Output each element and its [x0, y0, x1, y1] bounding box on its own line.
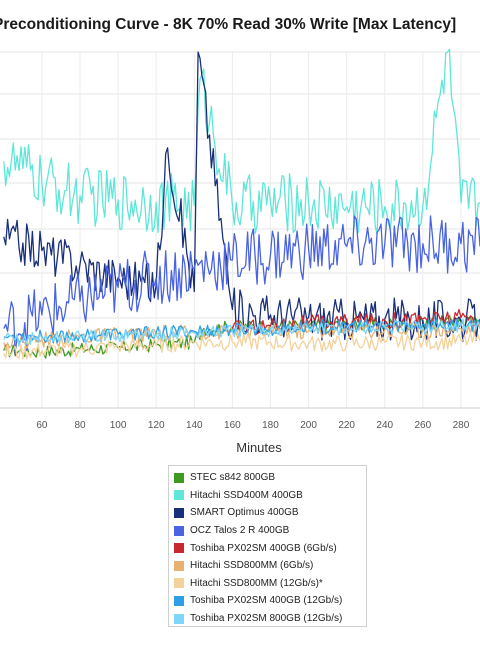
legend-swatch: [174, 543, 184, 554]
x-axis-label: Minutes: [236, 440, 282, 455]
legend-swatch: [174, 578, 184, 589]
legend-item[interactable]: SMART Optimus 400GB: [174, 504, 366, 522]
series-line-6: [3, 332, 480, 360]
x-tick-label: 280: [453, 420, 470, 431]
legend-swatch: [174, 490, 184, 501]
legend-swatch: [174, 472, 184, 483]
series-line-8: [3, 318, 480, 347]
legend-label: Hitachi SSD800MM (6Gb/s): [190, 560, 314, 572]
legend-label: Toshiba PX02SM 400GB (6Gb/s): [190, 542, 337, 554]
series-line-7: [3, 318, 480, 344]
legend-item[interactable]: Toshiba PX02SM 400GB (12Gb/s): [174, 592, 366, 610]
legend-label: Hitachi SSD800MM (12Gb/s)*: [190, 577, 323, 589]
x-tick-label: 140: [186, 420, 203, 431]
legend-label: Toshiba PX02SM 800GB (12Gb/s): [190, 613, 343, 625]
legend-label: SMART Optimus 400GB: [190, 507, 299, 519]
x-tick-label: 60: [36, 420, 48, 431]
legend-item[interactable]: Hitachi SSD800MM (12Gb/s)*: [174, 575, 366, 593]
legend-swatch: [174, 525, 184, 536]
legend-label: Hitachi SSD400M 400GB: [190, 489, 303, 501]
x-tick-label: 260: [415, 420, 432, 431]
series-line-2: [3, 51, 480, 342]
x-tick-label: 160: [224, 420, 241, 431]
x-tick-label: 180: [262, 420, 279, 431]
chart-title: Preconditioning Curve - 8K 70% Read 30% …: [0, 16, 457, 33]
x-tick-label: 80: [74, 420, 86, 431]
x-axis: 60 80 100 120 140 160 180 200 220 240 260 280: [36, 420, 469, 431]
series-line-3: [3, 215, 480, 355]
legend-swatch: [174, 613, 184, 624]
x-tick-label: 240: [376, 420, 393, 431]
legend-item[interactable]: Toshiba PX02SM 400GB (6Gb/s): [174, 539, 366, 557]
legend-swatch: [174, 560, 184, 571]
legend-label: STEC s842 800GB: [190, 472, 276, 484]
legend-item[interactable]: OCZ Talos 2 R 400GB: [174, 522, 366, 540]
legend-swatch: [174, 507, 184, 518]
legend-item[interactable]: STEC s842 800GB: [174, 469, 366, 487]
legend-label: OCZ Talos 2 R 400GB: [190, 525, 290, 537]
chart-legend: STEC s842 800GB Hitachi SSD400M 400GB SMAR…: [168, 465, 367, 627]
legend-label: Toshiba PX02SM 400GB (12Gb/s): [190, 595, 343, 607]
legend-item[interactable]: Hitachi SSD400M 400GB: [174, 487, 366, 505]
x-tick-label: 200: [300, 420, 317, 431]
series-line-1: [3, 48, 480, 235]
x-tick-label: 120: [148, 420, 165, 431]
x-tick-label: 100: [110, 420, 127, 431]
legend-item[interactable]: Toshiba PX02SM 800GB (12Gb/s): [174, 610, 366, 628]
series-layer: [3, 48, 480, 360]
legend-item[interactable]: Hitachi SSD800MM (6Gb/s): [174, 557, 366, 575]
x-tick-label: 220: [338, 420, 355, 431]
legend-swatch: [174, 595, 184, 606]
